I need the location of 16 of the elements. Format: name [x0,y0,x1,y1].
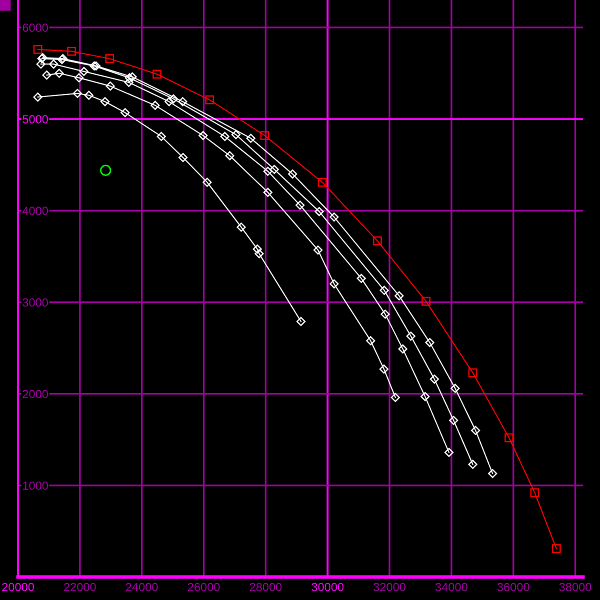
x-tick-label: 36000 [497,582,530,592]
x-tick-label: 32000 [374,582,406,592]
x-tick-label: 34000 [435,582,468,592]
y-tick-label: 3000 [22,298,48,307]
x-tick-label: 38000 [559,582,592,592]
x-tick-label: 22000 [64,582,96,592]
y-tick-label: 4000 [22,206,48,216]
x-tick-label: 26000 [188,582,220,592]
x-tick-label: 30000 [312,582,344,592]
y-tick-label: 6000 [22,24,48,32]
y-tick-label: 2000 [22,390,48,398]
x-tick-label: 20000 [2,582,34,592]
y-tick-label: 1000 [23,481,48,490]
x-tick-label: 24000 [126,582,158,592]
x-tick-label: 28000 [250,582,282,592]
y-tick-label: 5000 [22,115,48,124]
